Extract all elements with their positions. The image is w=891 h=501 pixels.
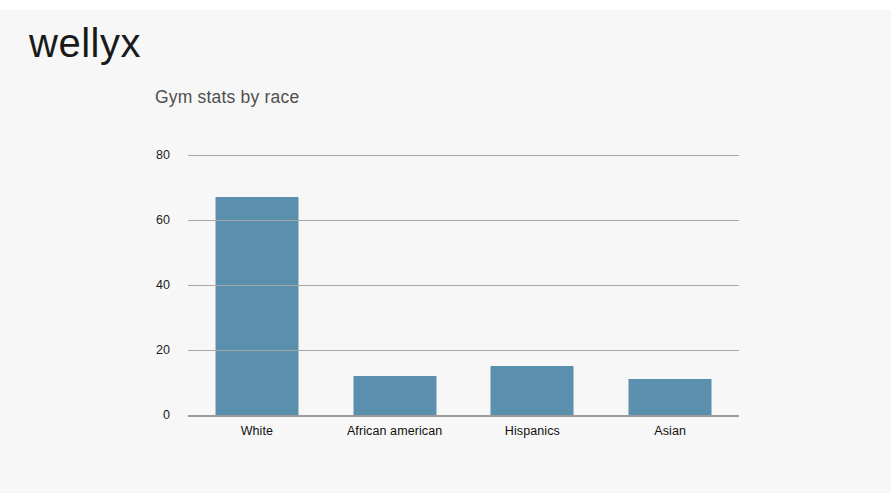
bar-white	[215, 197, 298, 415]
bottom-letterbox-band	[0, 493, 891, 501]
x-axis-label-hispanics: Hispanics	[464, 424, 602, 438]
y-tick-label-0: 0	[163, 407, 170, 423]
slide-frame: wellyx Gym stats by race 0 20 40 60 80 White…	[0, 0, 891, 501]
x-axis-label-african-american: African american	[326, 424, 464, 438]
y-tick-label-20: 20	[156, 342, 170, 358]
wellyx-logo: wellyx	[29, 21, 141, 65]
y-axis-labels: 020406080	[118, 155, 170, 415]
x-axis-label-asian: Asian	[601, 424, 739, 438]
y-tick-label-80: 80	[156, 147, 170, 163]
gridline-40	[188, 285, 739, 286]
chart-title: Gym stats by race	[155, 87, 299, 108]
plot-area: WhiteAfrican americanHispanicsAsian	[188, 155, 739, 417]
y-tick-label-60: 60	[156, 212, 170, 228]
top-letterbox-band	[0, 0, 891, 10]
bar-african-american	[353, 376, 436, 415]
gridline-60	[188, 220, 739, 221]
y-tick-label-40: 40	[156, 277, 170, 293]
bar-hispanics	[491, 366, 574, 415]
x-axis-label-white: White	[188, 424, 326, 438]
bar-asian	[629, 379, 712, 415]
gridline-20	[188, 350, 739, 351]
gridline-80	[188, 155, 739, 156]
